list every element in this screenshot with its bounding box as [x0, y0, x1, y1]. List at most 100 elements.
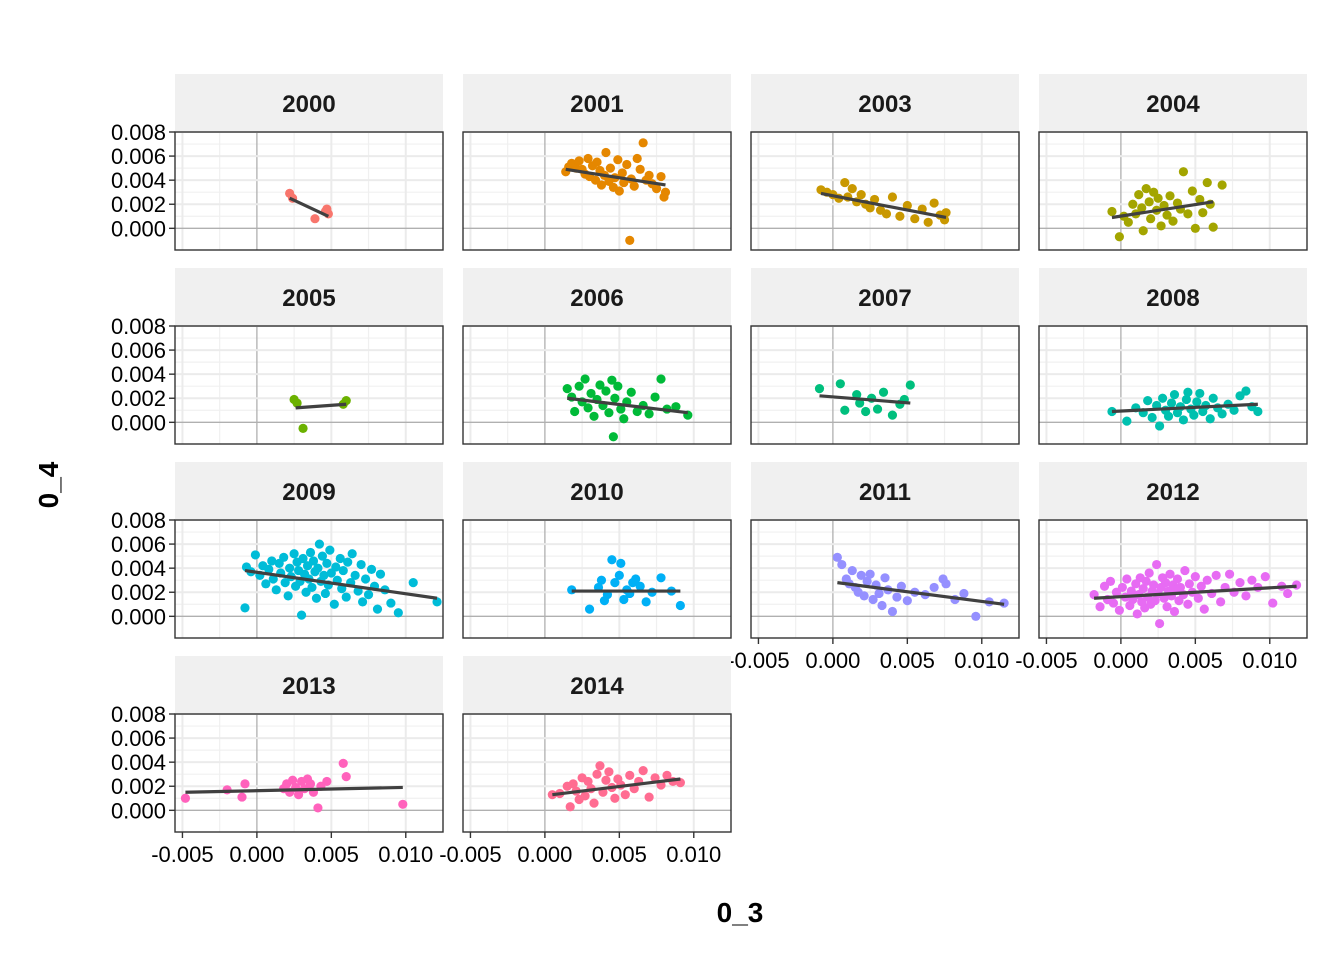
data-point — [644, 170, 654, 180]
plot-area — [463, 132, 731, 250]
data-point — [601, 386, 611, 396]
data-point — [1122, 416, 1132, 426]
data-point — [656, 573, 666, 583]
data-point — [1241, 591, 1251, 601]
plot-area — [1039, 132, 1307, 250]
data-point — [331, 562, 341, 572]
data-point — [1183, 209, 1193, 219]
y-tick-label: 0.008 — [111, 702, 166, 727]
data-point — [616, 558, 626, 568]
data-point — [1180, 565, 1190, 576]
data-point — [288, 775, 298, 785]
points-2000 — [285, 188, 333, 224]
data-point — [608, 432, 618, 442]
panel-border — [750, 519, 1020, 639]
data-point — [616, 404, 626, 414]
data-point — [929, 198, 939, 208]
x-tick-label: 0.005 — [304, 842, 359, 867]
data-point — [881, 209, 892, 219]
trend-line — [567, 396, 689, 415]
data-point — [1202, 177, 1212, 188]
x-tick-label: 0.010 — [1242, 648, 1297, 673]
panel-border — [174, 325, 444, 445]
data-point — [923, 217, 933, 227]
data-point — [1166, 398, 1177, 408]
data-point — [271, 585, 281, 595]
data-point — [619, 594, 629, 605]
data-point — [1105, 576, 1116, 587]
data-point — [959, 588, 969, 599]
data-point — [1181, 394, 1191, 405]
facet-strip-label: 2000 — [282, 91, 335, 118]
data-point — [322, 558, 332, 568]
data-point — [859, 591, 869, 601]
data-point — [568, 779, 578, 789]
data-point — [1128, 199, 1138, 209]
data-point — [358, 597, 368, 607]
facet-panel-2001: 2001 — [462, 74, 732, 251]
data-point — [1229, 405, 1239, 415]
facet-panel-2011: 2011 -0.005 0.000 0.005 0.010 — [727, 462, 1020, 673]
facet-strip-label: 2011 — [859, 479, 911, 506]
data-point — [1190, 571, 1200, 582]
data-point — [629, 181, 639, 191]
data-point — [837, 559, 847, 570]
data-point — [313, 563, 323, 573]
data-point — [1172, 574, 1183, 584]
x-tick-label: -0.005 — [439, 842, 501, 867]
x-tick-label: 0.010 — [378, 842, 433, 867]
trend-line — [244, 568, 438, 600]
data-point — [887, 410, 898, 420]
facet-strip-label: 2013 — [282, 673, 335, 700]
data-point — [656, 171, 666, 182]
data-point — [601, 147, 611, 158]
x-tick-label: 0.005 — [592, 842, 647, 867]
data-point — [341, 592, 351, 602]
facet-strip-label: 2004 — [1146, 91, 1200, 118]
data-point — [613, 155, 623, 165]
data-point — [625, 235, 635, 245]
data-point — [902, 596, 912, 606]
data-point — [847, 565, 857, 576]
x-tick-label: 0.000 — [805, 648, 860, 673]
y-tick-label: 0.004 — [111, 362, 166, 387]
data-point — [614, 186, 624, 196]
data-point — [1169, 390, 1180, 400]
data-point — [1199, 604, 1209, 614]
data-point — [656, 374, 666, 384]
data-point — [1183, 387, 1193, 397]
data-point — [240, 779, 250, 789]
trend-line — [820, 191, 947, 220]
panel-border — [462, 325, 732, 445]
data-point — [1183, 599, 1193, 609]
data-point — [1117, 582, 1127, 593]
y-tick-label: 0.008 — [111, 120, 166, 145]
x-tick-label: 0.010 — [666, 842, 721, 867]
y-tick-label: 0.006 — [111, 144, 166, 169]
points-2012 — [1089, 559, 1302, 629]
y-tick-label: 0.000 — [111, 604, 166, 629]
data-point — [605, 163, 616, 173]
data-point — [604, 767, 614, 777]
data-point — [865, 569, 875, 579]
trend-line — [185, 785, 403, 794]
data-point — [310, 214, 320, 224]
data-point — [595, 761, 605, 771]
data-point — [308, 556, 319, 566]
points-2011 — [832, 552, 1009, 621]
data-point — [338, 758, 348, 768]
data-point — [887, 606, 898, 617]
data-point — [617, 168, 627, 178]
facet-strip-label: 2009 — [282, 479, 335, 506]
panel-border — [174, 713, 444, 833]
facet-strip — [175, 268, 443, 326]
y-tick-label: 0.008 — [111, 508, 166, 533]
data-point — [1155, 421, 1165, 431]
points-2009 — [240, 539, 442, 620]
data-point — [279, 552, 289, 562]
facet-strip — [175, 74, 443, 132]
data-point — [604, 408, 614, 418]
data-point — [1147, 412, 1157, 423]
